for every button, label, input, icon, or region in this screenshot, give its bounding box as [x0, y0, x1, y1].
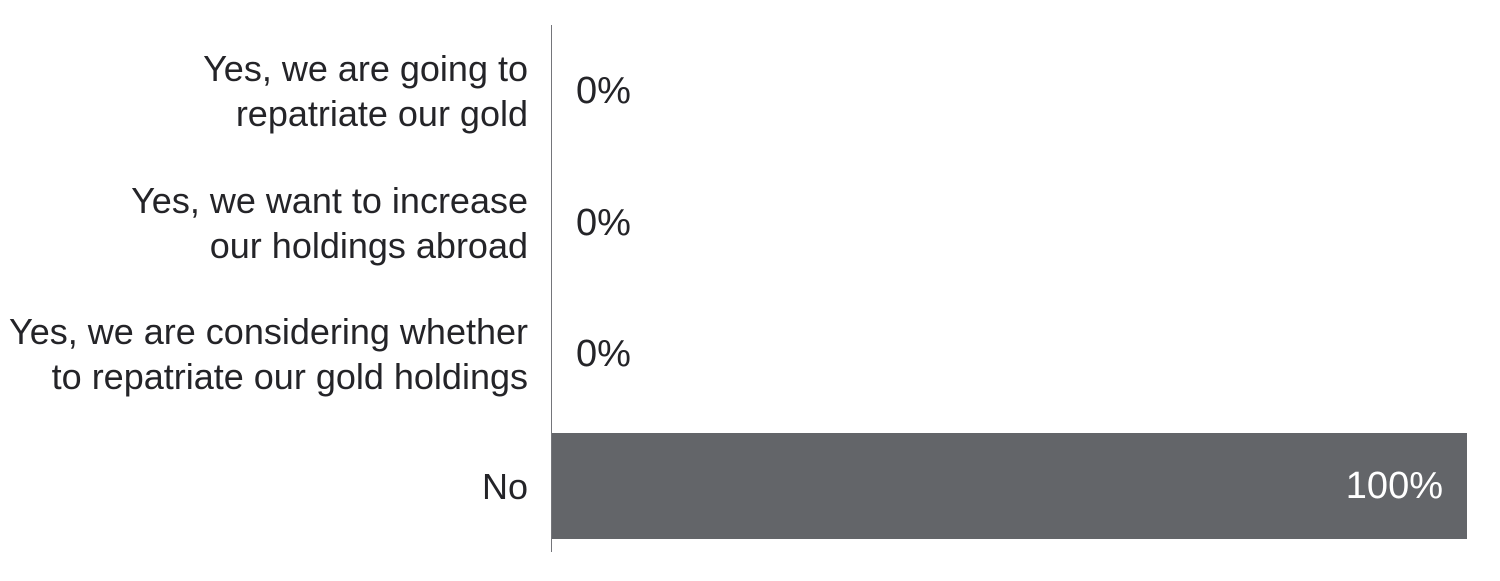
category-label: Yes, we want to increase our holdings ab… [131, 179, 528, 266]
chart-row: Yes, we are going to repatriate our gold… [203, 25, 1467, 157]
value-label: 0% [576, 333, 631, 376]
plot-area: Yes, we are going to repatriate our gold… [9, 25, 1467, 552]
category-label: Yes, we are going to repatriate our gold [203, 47, 528, 134]
value-label: 0% [576, 69, 631, 112]
chart-row: Yes, we are considering whether to repat… [9, 289, 1467, 421]
category-label: Yes, we are considering whether to repat… [9, 311, 528, 398]
chart-row: No 100% [482, 420, 1467, 552]
category-label: No [481, 465, 528, 507]
bar: 100% [552, 433, 1467, 540]
chart-row: Yes, we want to increase our holdings ab… [131, 157, 1467, 289]
value-label: 100% [1345, 465, 1443, 508]
value-label: 0% [576, 201, 631, 244]
